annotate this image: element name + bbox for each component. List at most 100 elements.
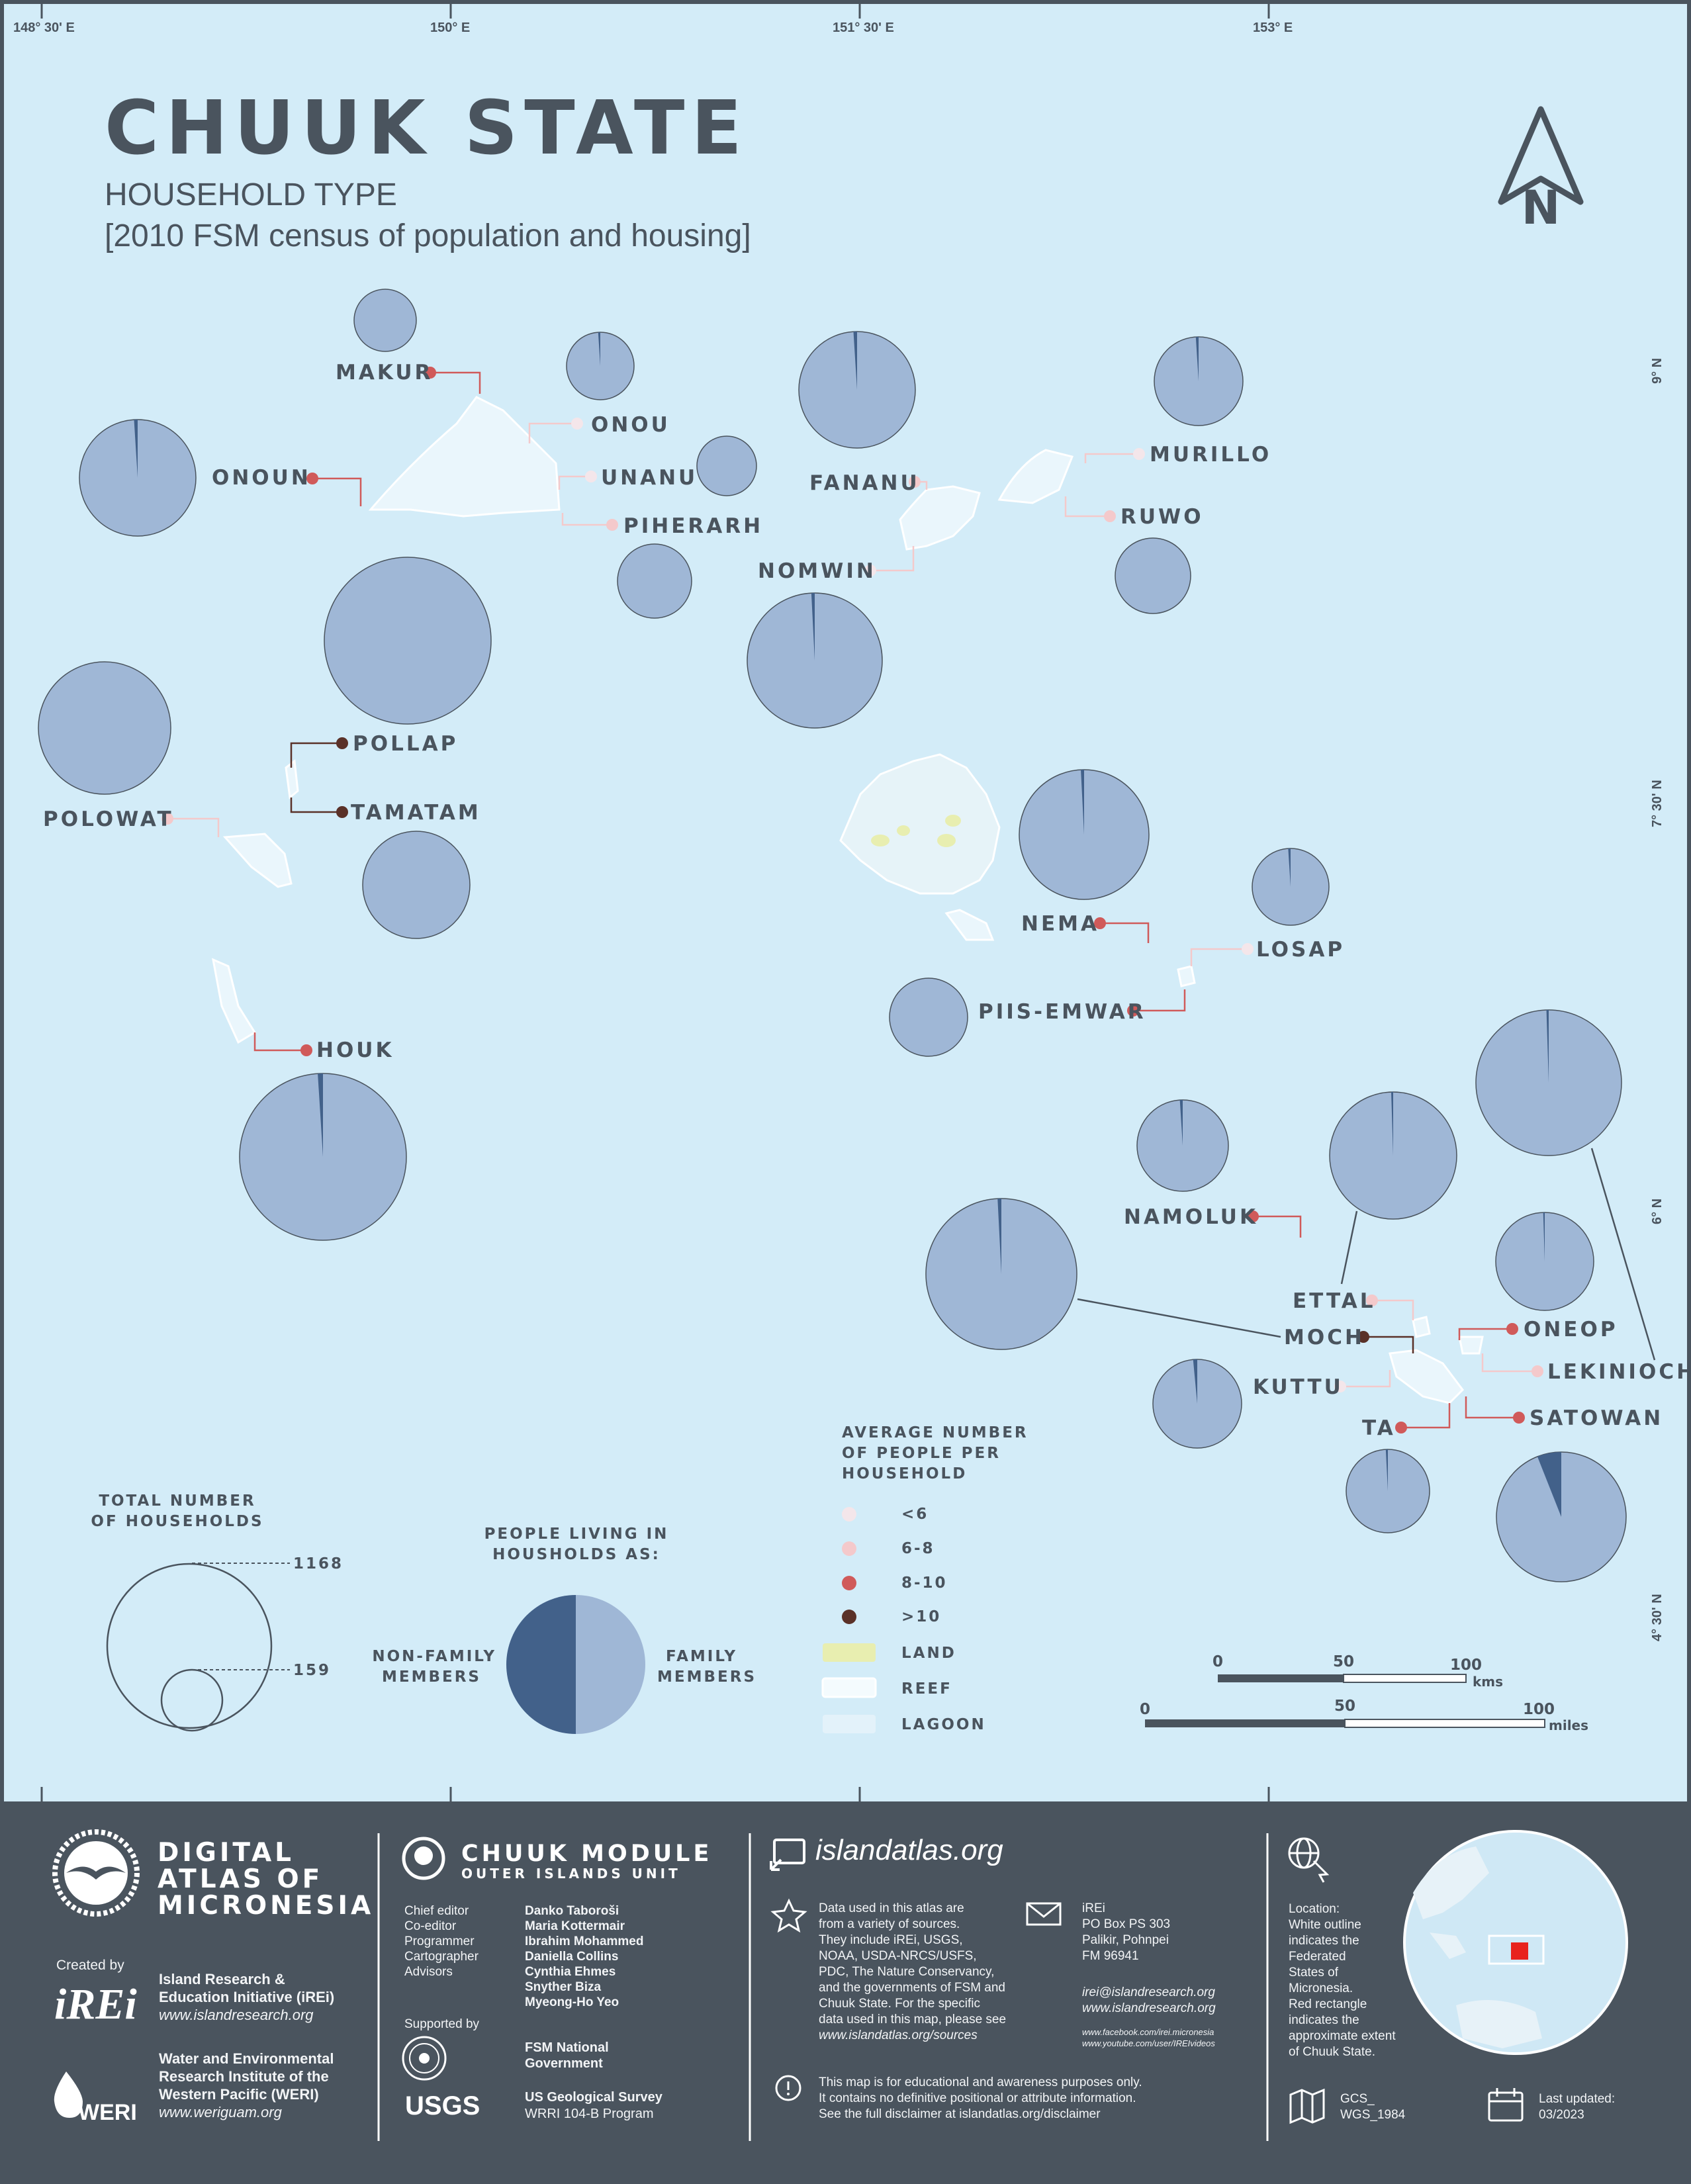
coord-right-1: 9° N — [1650, 358, 1665, 384]
disclaimer-1: This map is for educational and awarenes… — [819, 2075, 1142, 2089]
coord-top-4: 153° E — [1253, 21, 1293, 35]
marker-onou — [571, 418, 583, 430]
person-5: Cynthia Ehmes — [525, 1965, 616, 1979]
data-note-7: Chuuk State. For the specific — [819, 1997, 980, 2011]
label-namoluk: NAMOLUK — [1124, 1205, 1258, 1229]
person-1: Danko Taboroši — [525, 1904, 619, 1918]
label-murillo: MURILLO — [1150, 443, 1271, 467]
label-onou: ONOU — [591, 413, 670, 437]
usgs-name-2: WRRI 104-B Program — [525, 2107, 654, 2121]
role-5: Advisors — [404, 1965, 453, 1979]
location-7: Red rectangle — [1289, 1997, 1367, 2011]
label-ettal: ETTAL — [1293, 1289, 1376, 1313]
contact-4: FM 96941 — [1082, 1949, 1139, 1963]
label-oneop: ONEOP — [1524, 1318, 1618, 1342]
pie-houk-nonfamily — [318, 1073, 323, 1157]
marker-fananu — [909, 476, 921, 488]
data-note-6: and the governments of FSM and — [819, 1981, 1005, 1995]
pie-ta-nonfamily — [1385, 1449, 1388, 1491]
label-unanu: UNANU — [601, 466, 698, 490]
updated-2: 03/2023 — [1539, 2108, 1584, 2122]
pie-onoun — [79, 419, 197, 537]
lekinioch-atoll — [1458, 1336, 1484, 1355]
pie-tamatam — [362, 831, 471, 939]
label-lekinioch: LEKINIOCH — [1547, 1360, 1691, 1384]
updated-1: Last updated: — [1539, 2092, 1615, 2106]
location-5: States of — [1289, 1966, 1339, 1979]
label-losap: LOSAP — [1256, 938, 1345, 962]
pie-namoluk-nonfamily — [1179, 1100, 1183, 1146]
marker-onoun — [306, 473, 318, 484]
label-pollap: POLLAP — [353, 732, 458, 756]
weri-logo-icon — [54, 2071, 83, 2118]
irei-url[interactable]: www.islandresearch.org — [159, 2007, 314, 2023]
label-nomwin: NOMWIN — [758, 559, 876, 583]
location-4: Federated — [1289, 1950, 1346, 1964]
footer-dividers — [377, 1833, 1269, 2141]
legend-size: TOTAL NUMBER OF HOUSEHOLDS 1168 159 — [91, 1492, 342, 1732]
scale-km-0: 0 — [1212, 1653, 1223, 1670]
location-1: Location: — [1289, 1902, 1340, 1916]
scale-km-unit: kms — [1473, 1674, 1503, 1690]
atlas-name-3: MICRONESIA — [158, 1891, 374, 1921]
map-frame — [0, 0, 1691, 1805]
pie-lekinioch — [1475, 1009, 1622, 1156]
contact-email[interactable]: irei@islandresearch.org — [1082, 1985, 1215, 1999]
person-3: Ibrahim Mohammed — [525, 1934, 643, 1948]
pie-namoluk — [1136, 1099, 1229, 1192]
data-note-3: They include iREi, USGS, — [819, 1933, 963, 1947]
scale-bar: 0 50 100 kms 0 50 100 miles — [1140, 1653, 1588, 1733]
weri-name-2: Research Institute of the — [159, 2068, 329, 2085]
chuuk-lagoon — [839, 753, 1001, 895]
hall-islands-lagoon — [368, 396, 561, 518]
pie-onou — [566, 332, 635, 400]
social-youtube[interactable]: www.youtube.com/user/IREIvideos — [1082, 2038, 1215, 2048]
legend-nonfamily-1: NON-FAMILY — [372, 1648, 496, 1665]
weri-url[interactable]: www.weriguam.org — [159, 2104, 283, 2120]
disclaimer-3[interactable]: See the full disclaimer at islandatlas.o… — [819, 2107, 1101, 2121]
legend-family-1: FAMILY — [666, 1648, 737, 1665]
pie-nema — [1019, 769, 1150, 900]
legend-avg-gt10: >10 — [901, 1608, 941, 1625]
label-ta: TA — [1362, 1416, 1396, 1440]
murillo-lagoon — [997, 449, 1074, 504]
data-note-9[interactable]: www.islandatlas.org/sources — [819, 2028, 978, 2042]
label-polowat: POLOWAT — [43, 807, 174, 831]
label-makur: MAKUR — [336, 361, 433, 385]
pie-losap — [1252, 848, 1330, 926]
role-3: Programmer — [404, 1934, 475, 1948]
coord-right-3: 6° N — [1650, 1199, 1665, 1224]
coord-top-2: 150° E — [430, 21, 470, 35]
map-projection-icon — [1289, 2088, 1325, 2124]
site-link[interactable]: islandatlas.org — [815, 1834, 1003, 1866]
coord-top-3: 151° 30' E — [833, 21, 894, 35]
marker-makur — [424, 367, 436, 379]
marker-namoluk — [1247, 1210, 1259, 1222]
contact-web[interactable]: www.islandresearch.org — [1082, 2001, 1216, 2015]
pie-nomwin-nonfamily — [811, 593, 815, 660]
pie-unanu — [696, 435, 757, 496]
pie-kuttu-nonfamily — [1193, 1359, 1197, 1404]
scale-mi-100: 100 — [1523, 1701, 1555, 1718]
label-ruwo: RUWO — [1120, 505, 1204, 529]
legend-size-min: 159 — [293, 1662, 331, 1679]
pie-fananu-nonfamily — [853, 332, 857, 390]
fsm-name-2: Government — [525, 2056, 603, 2071]
marker-piherarh — [606, 519, 618, 531]
pie-pollap-family — [324, 557, 492, 725]
legend-pie: PEOPLE LIVING IN HOUSHOLDS AS: NON-FAMIL… — [372, 1525, 754, 1734]
pie-houk — [239, 1073, 407, 1241]
map-source-line: [2010 FSM census of population and housi… — [105, 218, 751, 253]
label-tamatam: TAMATAM — [351, 801, 481, 825]
losap-atoll — [1177, 965, 1196, 987]
social-facebook[interactable]: www.facebook.com/irei.micronesia — [1082, 2027, 1214, 2037]
projection-1: GCS_ — [1340, 2092, 1375, 2106]
marker-nomwin — [864, 565, 876, 576]
legend-average: AVERAGE NUMBER OF PEOPLE PER HOUSEHOLD <… — [821, 1424, 1027, 1733]
data-note-1: Data used in this atlas are — [819, 1901, 964, 1915]
irei-logo: iREi — [54, 1980, 137, 2028]
marker-piis-emwar — [1127, 1005, 1139, 1017]
pie-polowat-family — [38, 661, 171, 795]
pie-piis-emwar-family — [889, 978, 968, 1057]
